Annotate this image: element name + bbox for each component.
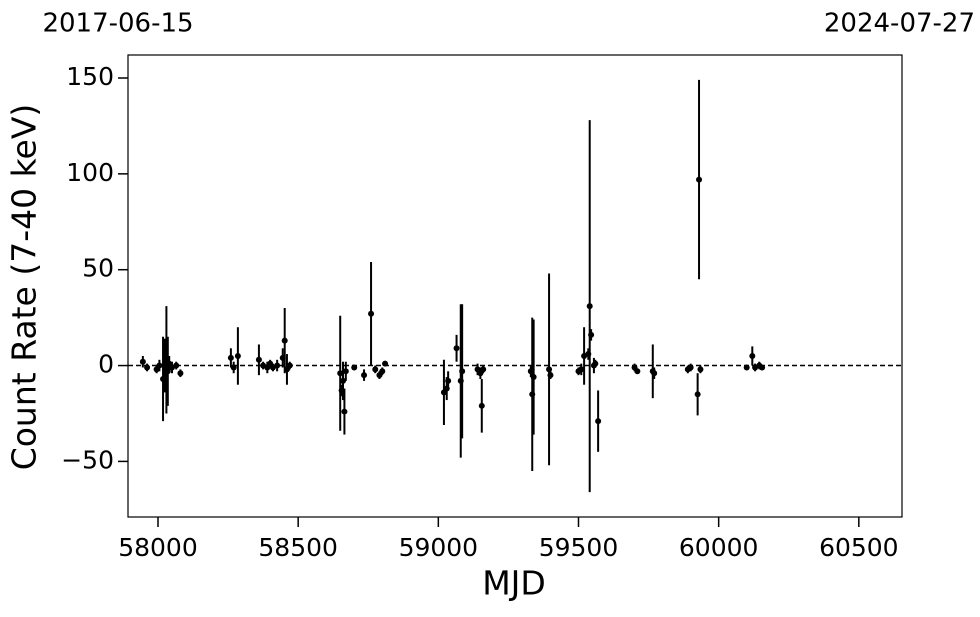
data-point xyxy=(478,402,485,409)
data-point xyxy=(281,337,288,344)
data-point xyxy=(177,370,184,377)
data-point xyxy=(341,408,348,415)
data-point xyxy=(337,370,344,377)
data-point xyxy=(342,368,349,375)
data-point xyxy=(588,331,595,338)
x-tick-label: 59500 xyxy=(539,533,619,562)
x-tick-label: 60000 xyxy=(679,533,759,562)
y-tick-label: 150 xyxy=(66,62,114,91)
data-point xyxy=(696,176,703,183)
data-point xyxy=(697,366,704,373)
data-point xyxy=(480,366,487,373)
data-point xyxy=(351,364,358,371)
data-point xyxy=(368,310,375,317)
x-tick-label: 59000 xyxy=(399,533,479,562)
data-point xyxy=(759,364,766,371)
y-tick-label: 0 xyxy=(98,350,114,379)
data-point xyxy=(743,364,750,371)
data-point xyxy=(694,391,701,398)
data-point xyxy=(547,372,554,379)
data-point xyxy=(230,364,237,371)
data-point xyxy=(361,372,368,379)
y-tick-label: 50 xyxy=(82,254,114,283)
data-point xyxy=(139,358,146,365)
data-point xyxy=(578,366,585,373)
data-point xyxy=(592,360,599,367)
data-point xyxy=(286,362,293,369)
plot-frame xyxy=(127,54,903,518)
data-point xyxy=(234,352,241,359)
data-point xyxy=(445,377,452,384)
data-point xyxy=(340,377,347,384)
data-point xyxy=(687,364,694,371)
x-tick-label: 58500 xyxy=(258,533,338,562)
data-point xyxy=(453,345,460,352)
data-point xyxy=(586,303,593,310)
data-point xyxy=(274,362,281,369)
data-point xyxy=(382,360,389,367)
data-point xyxy=(379,368,386,375)
data-point xyxy=(255,356,262,363)
top-right-label: 2024-07-27 xyxy=(824,9,975,39)
data-point xyxy=(634,368,641,375)
data-point xyxy=(651,370,658,377)
x-axis-label: MJD xyxy=(482,564,546,603)
data-point xyxy=(530,374,537,381)
data-point xyxy=(749,352,756,359)
data-point xyxy=(156,362,163,369)
data-point xyxy=(546,366,553,373)
y-axis-label: Count Rate (7-40 keV) xyxy=(5,104,44,471)
data-point xyxy=(173,362,180,369)
data-point xyxy=(227,354,234,361)
y-tick-label: 100 xyxy=(66,158,114,187)
x-tick-label: 60500 xyxy=(819,533,899,562)
y-tick-label: −50 xyxy=(61,445,114,474)
data-point xyxy=(595,418,602,425)
top-left-label: 2017-06-15 xyxy=(42,9,193,39)
data-point xyxy=(144,364,151,371)
x-tick-label: 58000 xyxy=(118,533,198,562)
data-point xyxy=(372,366,379,373)
data-point xyxy=(459,368,466,375)
